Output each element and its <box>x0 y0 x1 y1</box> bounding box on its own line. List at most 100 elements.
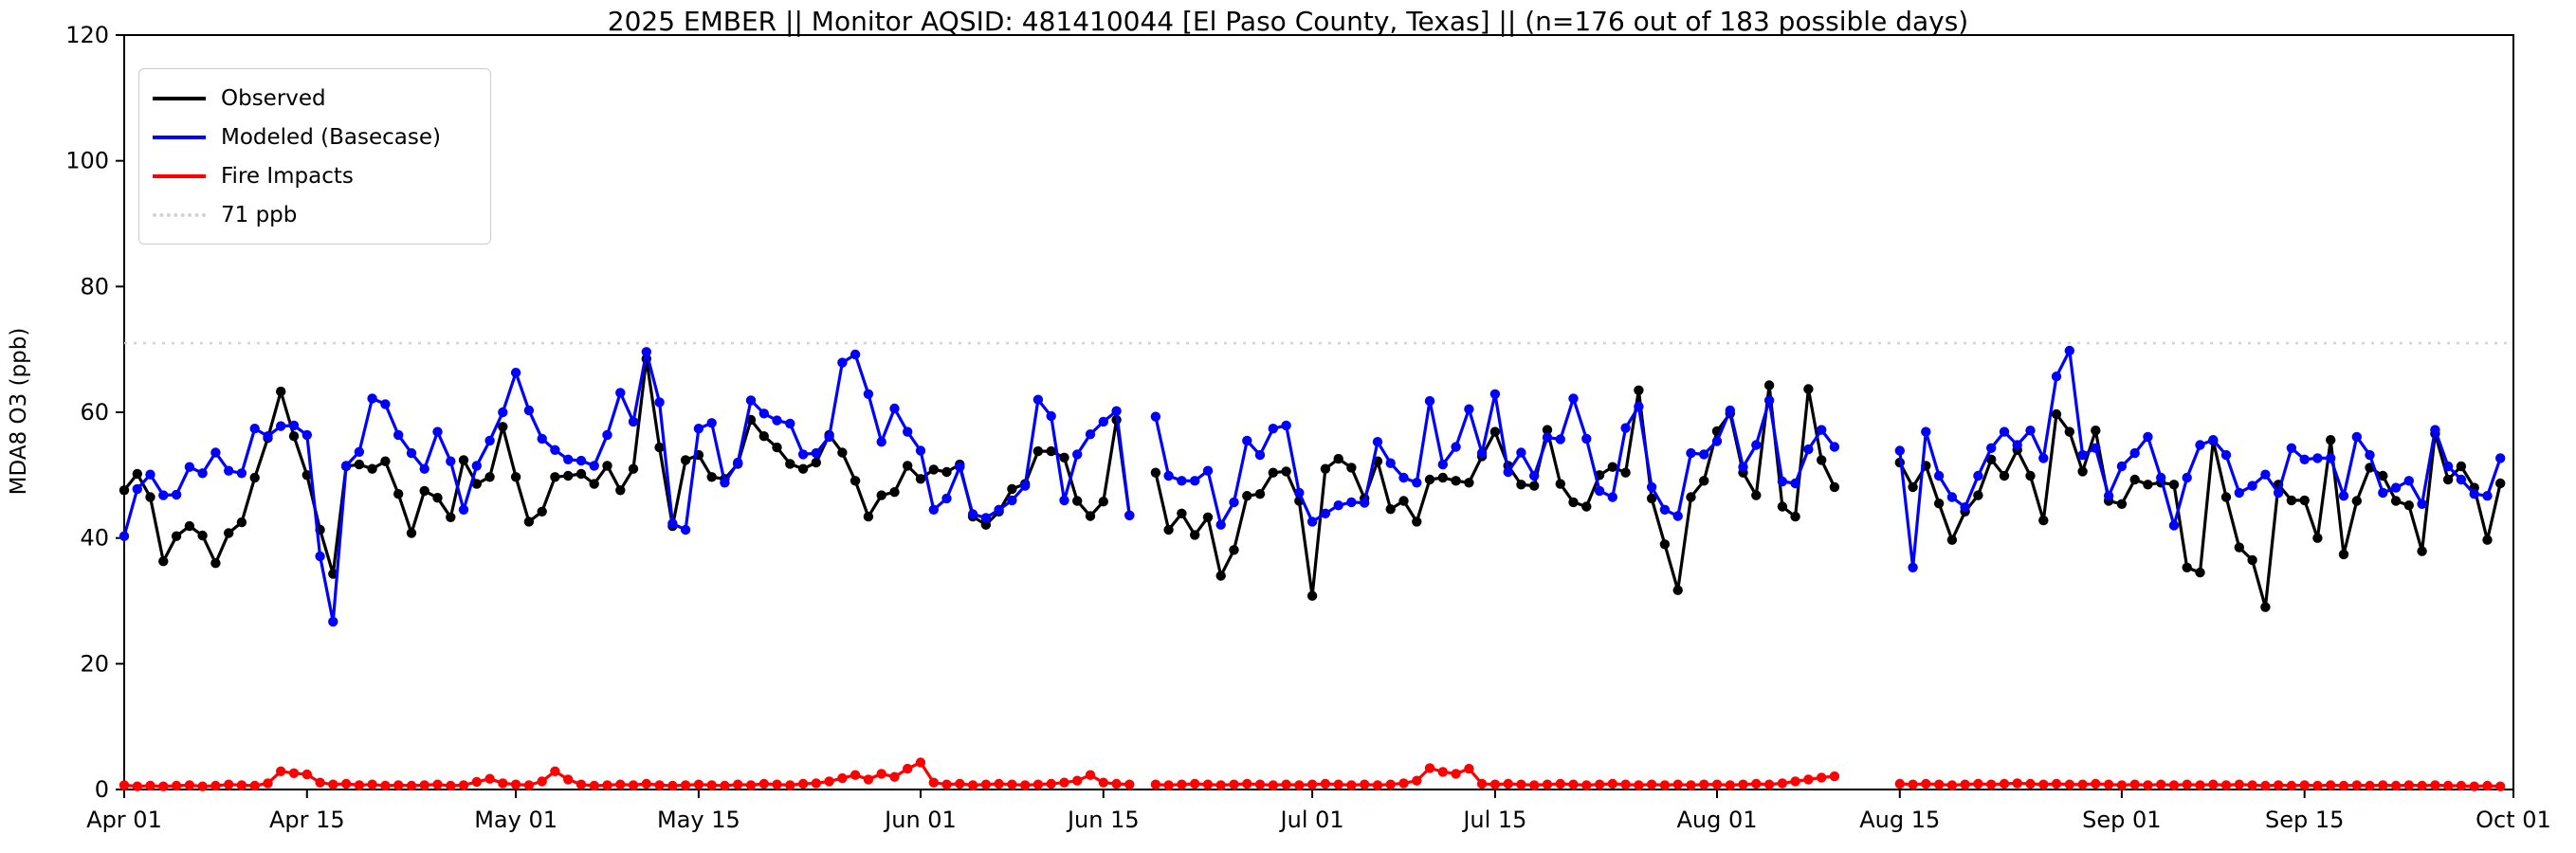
series-marker-fire-impacts <box>1254 779 1266 789</box>
series-marker-fire-impacts <box>1686 780 1696 790</box>
series-marker-fire-impacts <box>1281 779 1291 789</box>
x-tick-label: Jun 15 <box>1066 807 1140 833</box>
x-tick-label: Aug 01 <box>1676 807 1757 833</box>
series-marker-observed <box>1607 462 1618 472</box>
series-marker-modeled-basecase- <box>693 424 704 434</box>
series-marker-observed <box>210 558 221 569</box>
series-marker-modeled-basecase- <box>1973 470 1983 481</box>
series-marker-modeled-basecase- <box>1072 449 1083 460</box>
series-marker-observed <box>1946 535 1958 545</box>
series-marker-modeled-basecase- <box>1190 476 1200 486</box>
series-marker-modeled-basecase- <box>1085 429 1096 440</box>
series-marker-fire-impacts <box>380 780 391 791</box>
series-marker-fire-impacts <box>2025 778 2036 789</box>
series-marker-fire-impacts <box>720 780 730 791</box>
x-tick-label: Jun 01 <box>883 807 957 833</box>
series-marker-modeled-basecase- <box>1294 487 1305 499</box>
series-marker-modeled-basecase- <box>1177 476 1187 486</box>
series-marker-fire-impacts <box>1659 780 1671 790</box>
series-marker-modeled-basecase- <box>980 513 992 523</box>
series-marker-fire-impacts <box>2116 780 2128 790</box>
series-marker-modeled-basecase- <box>2299 454 2310 464</box>
series-marker-fire-impacts <box>1568 779 1579 789</box>
series-marker-fire-impacts <box>1607 778 1618 789</box>
series-marker-modeled-basecase- <box>1281 420 1291 431</box>
series-marker-observed <box>628 463 639 474</box>
series-marker-observed <box>1098 497 1109 507</box>
series-marker-fire-impacts <box>263 778 273 789</box>
x-tick-label: Aug 15 <box>1859 807 1940 833</box>
series-marker-modeled-basecase- <box>837 357 848 368</box>
series-marker-fire-impacts <box>119 780 130 790</box>
series-marker-observed <box>1829 481 1840 493</box>
series-marker-modeled-basecase- <box>224 465 234 476</box>
series-marker-modeled-basecase- <box>2012 440 2022 450</box>
series-marker-fire-impacts <box>1725 780 1736 790</box>
series-marker-modeled-basecase- <box>2456 474 2467 485</box>
legend-label: Observed <box>221 85 326 111</box>
series-marker-observed <box>2051 408 2062 420</box>
series-marker-fire-impacts <box>1555 778 1566 789</box>
series-marker-modeled-basecase- <box>406 447 417 459</box>
series-marker-modeled-basecase- <box>1424 395 1435 407</box>
series-marker-modeled-basecase- <box>2051 372 2062 382</box>
series-marker-observed <box>2338 549 2349 560</box>
series-marker-fire-impacts <box>615 779 626 789</box>
series-marker-fire-impacts <box>863 774 874 785</box>
series-marker-modeled-basecase- <box>2064 345 2074 356</box>
series-marker-fire-impacts <box>315 777 325 788</box>
series-marker-fire-impacts <box>1020 780 1031 790</box>
series-marker-fire-impacts <box>354 780 365 790</box>
series-marker-observed <box>2456 461 2467 472</box>
series-marker-modeled-basecase- <box>2326 453 2336 463</box>
series-marker-modeled-basecase- <box>380 399 391 409</box>
series-marker-modeled-basecase- <box>1451 442 1461 452</box>
series-marker-modeled-basecase- <box>2417 499 2427 509</box>
legend-label: Fire Impacts <box>221 163 354 189</box>
series-marker-fire-impacts <box>184 780 195 790</box>
series-marker-observed <box>1412 517 1422 527</box>
series-marker-observed <box>915 474 926 484</box>
series-marker-fire-impacts <box>2077 779 2088 789</box>
series-marker-observed <box>903 461 913 471</box>
series-marker-modeled-basecase- <box>1163 470 1174 481</box>
series-marker-modeled-basecase- <box>1398 472 1409 483</box>
series-marker-fire-impacts <box>1177 779 1187 789</box>
series-marker-modeled-basecase- <box>811 447 821 459</box>
series-marker-observed <box>1516 480 1526 490</box>
series-marker-modeled-basecase- <box>2168 520 2180 531</box>
series-marker-observed <box>1281 466 1291 477</box>
series-marker-observed <box>446 512 456 522</box>
y-axis-label: MDA8 O3 (ppb) <box>7 327 31 496</box>
series-marker-fire-impacts <box>1946 780 1958 790</box>
series-marker-observed <box>2482 535 2493 545</box>
series-marker-observed <box>1306 590 1318 601</box>
series-marker-fire-impacts <box>1412 775 1422 786</box>
series-marker-modeled-basecase- <box>1829 442 1840 452</box>
series-marker-fire-impacts <box>1242 778 1252 789</box>
series-marker-fire-impacts <box>915 757 926 768</box>
series-marker-observed <box>602 461 612 471</box>
series-marker-fire-impacts <box>446 780 456 791</box>
series-marker-modeled-basecase- <box>733 457 743 468</box>
series-marker-fire-impacts <box>811 778 821 789</box>
series-line-observed <box>122 357 1131 576</box>
x-tick-label: Jul 15 <box>1461 807 1526 833</box>
series-marker-fire-impacts <box>797 778 809 789</box>
series-marker-fire-impacts <box>224 779 234 789</box>
series-marker-modeled-basecase- <box>2365 449 2375 461</box>
series-marker-observed <box>575 468 587 480</box>
x-tick-label: Oct 01 <box>2476 807 2551 833</box>
series-marker-modeled-basecase- <box>2038 453 2049 463</box>
series-marker-observed <box>2064 426 2074 437</box>
series-marker-observed <box>563 470 574 481</box>
series-marker-fire-impacts <box>2103 779 2114 789</box>
series-marker-fire-impacts <box>1672 779 1683 789</box>
series-marker-observed <box>837 447 848 458</box>
series-marker-fire-impacts <box>1464 763 1474 774</box>
series-marker-modeled-basecase- <box>2338 491 2349 501</box>
series-marker-observed <box>772 442 782 453</box>
series-marker-observed <box>419 485 429 497</box>
series-marker-observed <box>184 520 195 532</box>
series-marker-observed <box>1398 496 1409 506</box>
